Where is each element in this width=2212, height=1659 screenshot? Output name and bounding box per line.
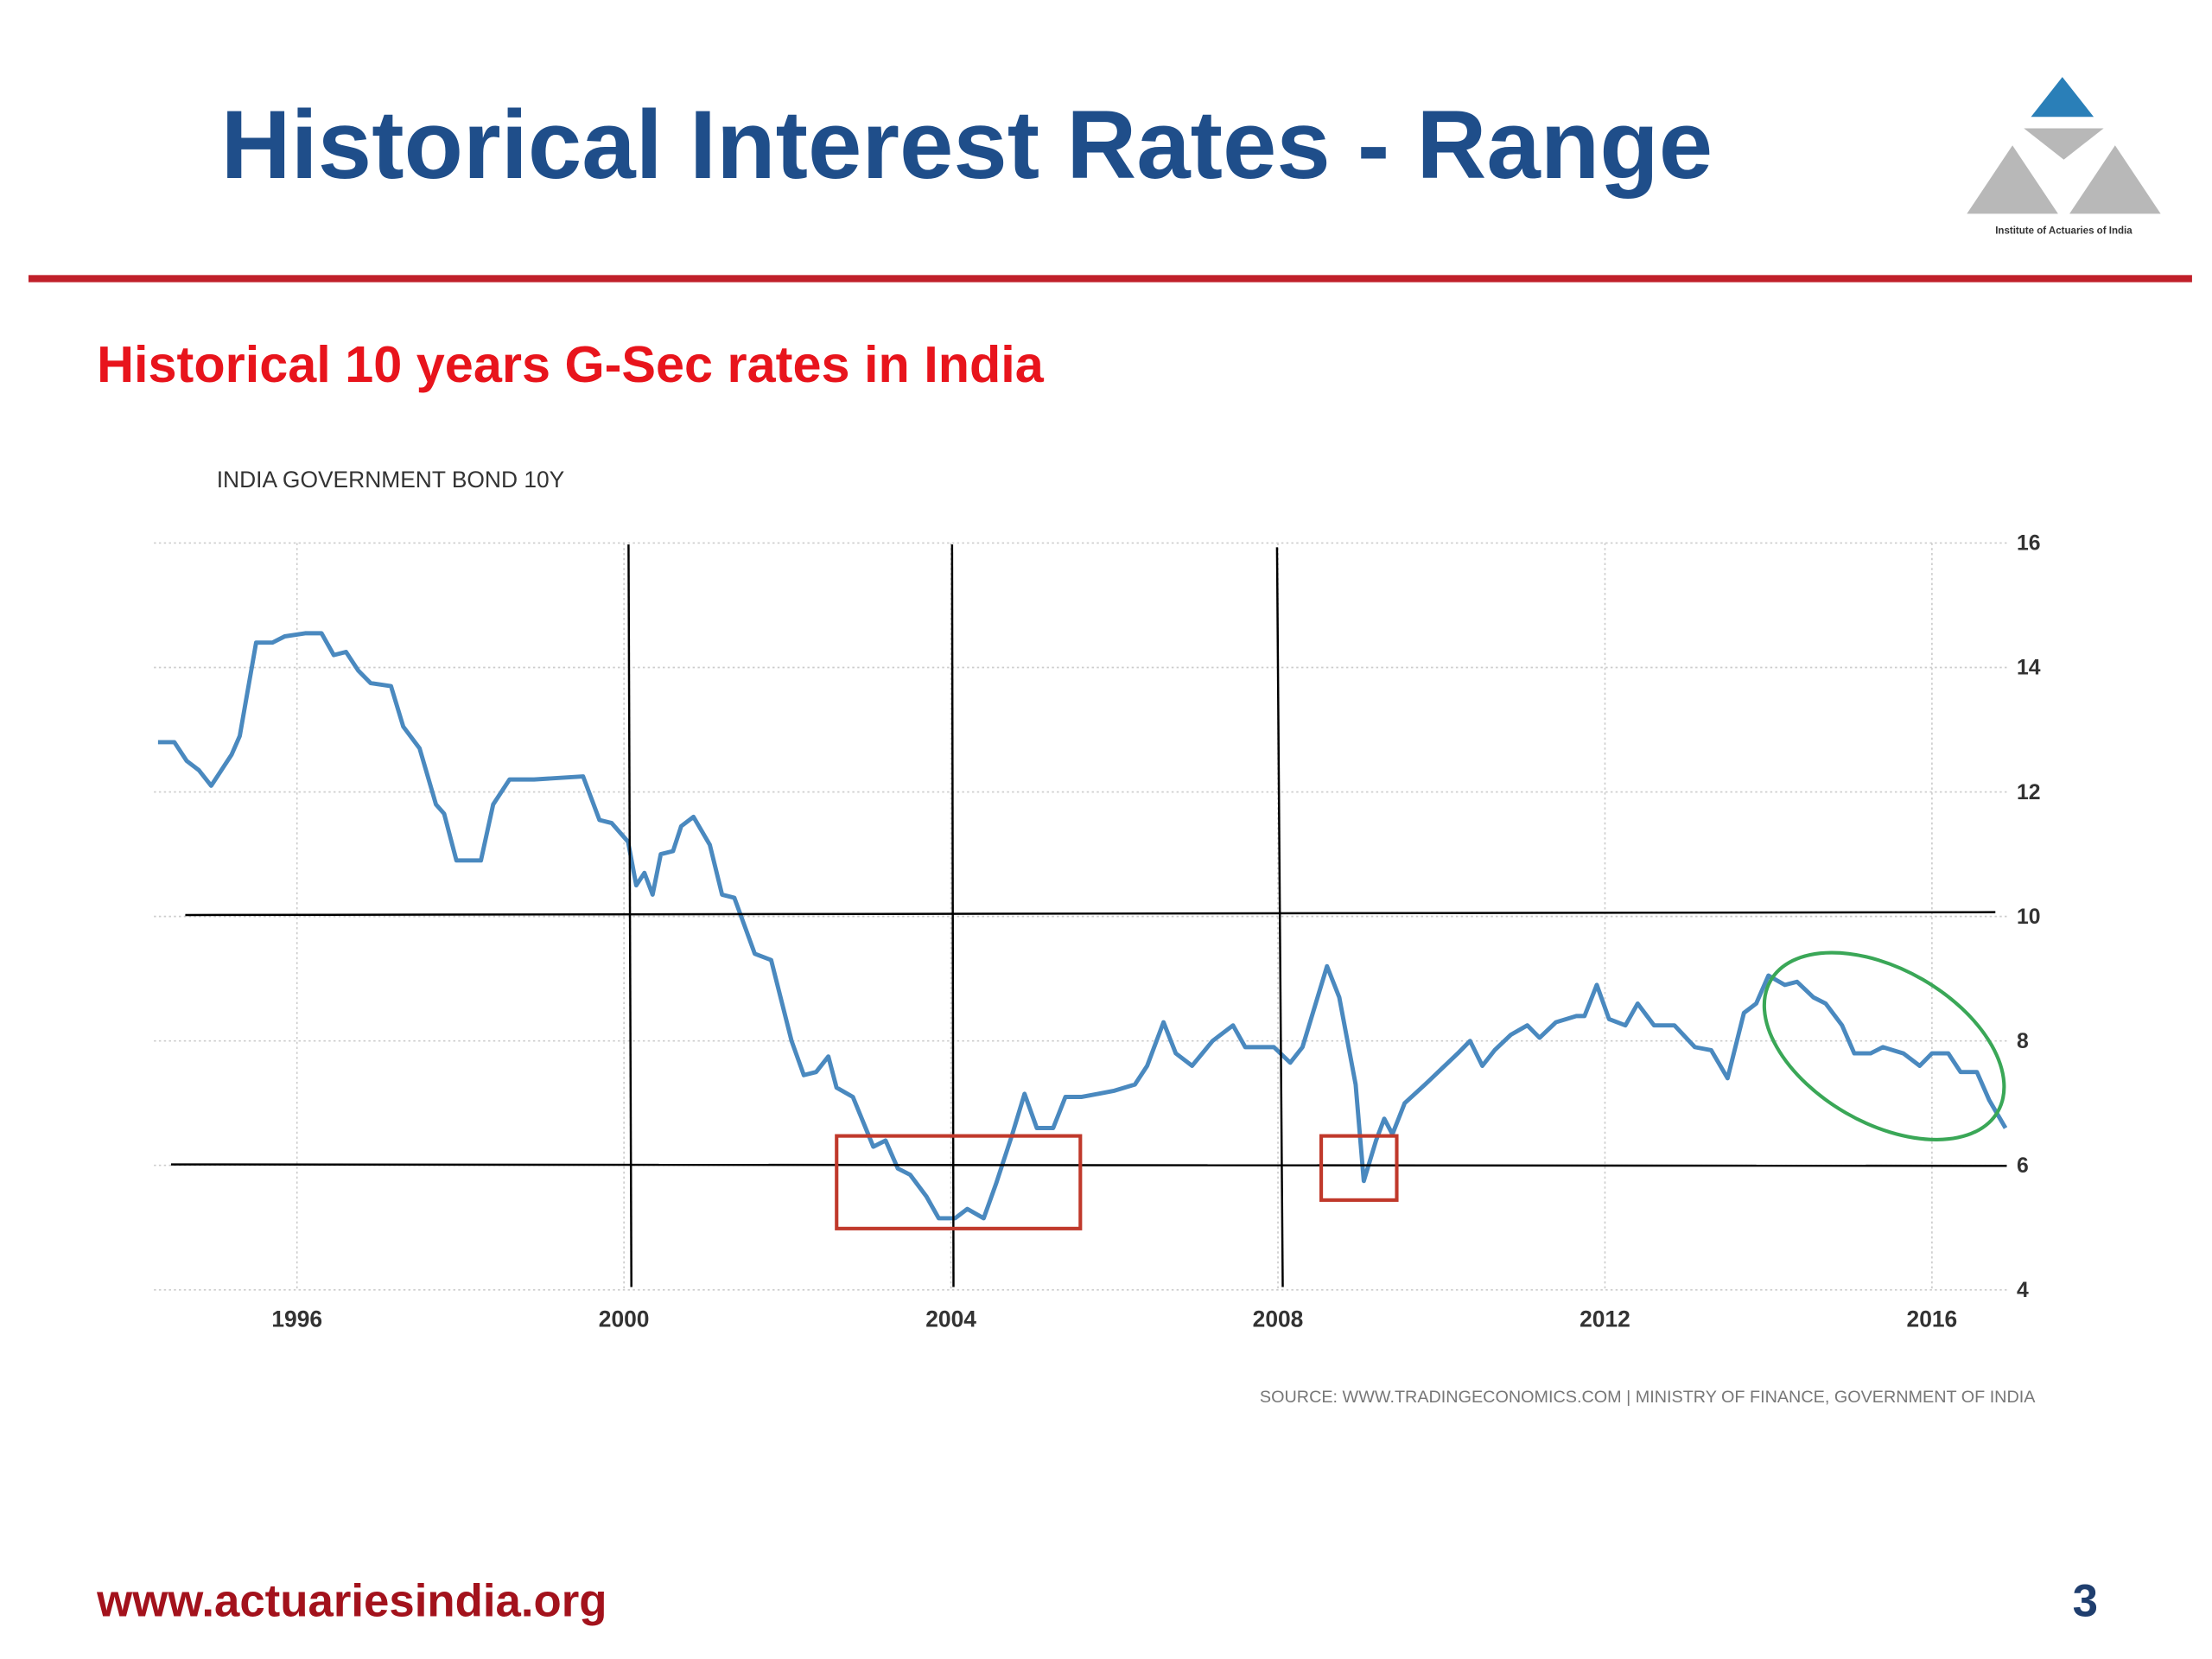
plot: 4 6 8 10 12 14 16 1996 2000 2004 2008 2012 2016 [154, 532, 2041, 1332]
logo [1967, 77, 2161, 214]
slide-title: Historical Interest Rates - Range [221, 90, 1713, 199]
title-rule [28, 275, 2192, 283]
y-tick-label: 4 [2017, 1279, 2029, 1302]
x-tick-label: 2004 [925, 1306, 976, 1332]
x-tick-label: 2008 [1253, 1306, 1304, 1332]
annotations [170, 544, 2007, 1287]
data-line [157, 631, 2008, 1221]
y-tick-label: 16 [2017, 532, 2041, 556]
y-tick-label: 14 [2017, 657, 2041, 680]
y-tick-label: 10 [2017, 906, 2041, 929]
slide-subtitle: Historical 10 years G-Sec rates in India [97, 335, 1045, 393]
x-tick-label: 2000 [599, 1306, 650, 1332]
footer-url: www.actuariesindia.org [96, 1576, 607, 1627]
y-tick-label: 6 [2017, 1154, 2029, 1178]
chart-title: INDIA GOVERNMENT BOND 10Y [217, 467, 565, 493]
chart-source: SOURCE: WWW.TRADINGECONOMICS.COM | MINIS… [1260, 1388, 2036, 1407]
x-tick-label: 1996 [271, 1306, 322, 1332]
x-tick-label: 2012 [1580, 1306, 1630, 1332]
y-tick-label: 8 [2017, 1030, 2029, 1053]
y-tick-label: 12 [2017, 781, 2041, 804]
page-number: 3 [2073, 1576, 2098, 1627]
x-tick-label: 2016 [1907, 1306, 1958, 1332]
logo-text: Institute of Actuaries of India [1995, 226, 2133, 237]
